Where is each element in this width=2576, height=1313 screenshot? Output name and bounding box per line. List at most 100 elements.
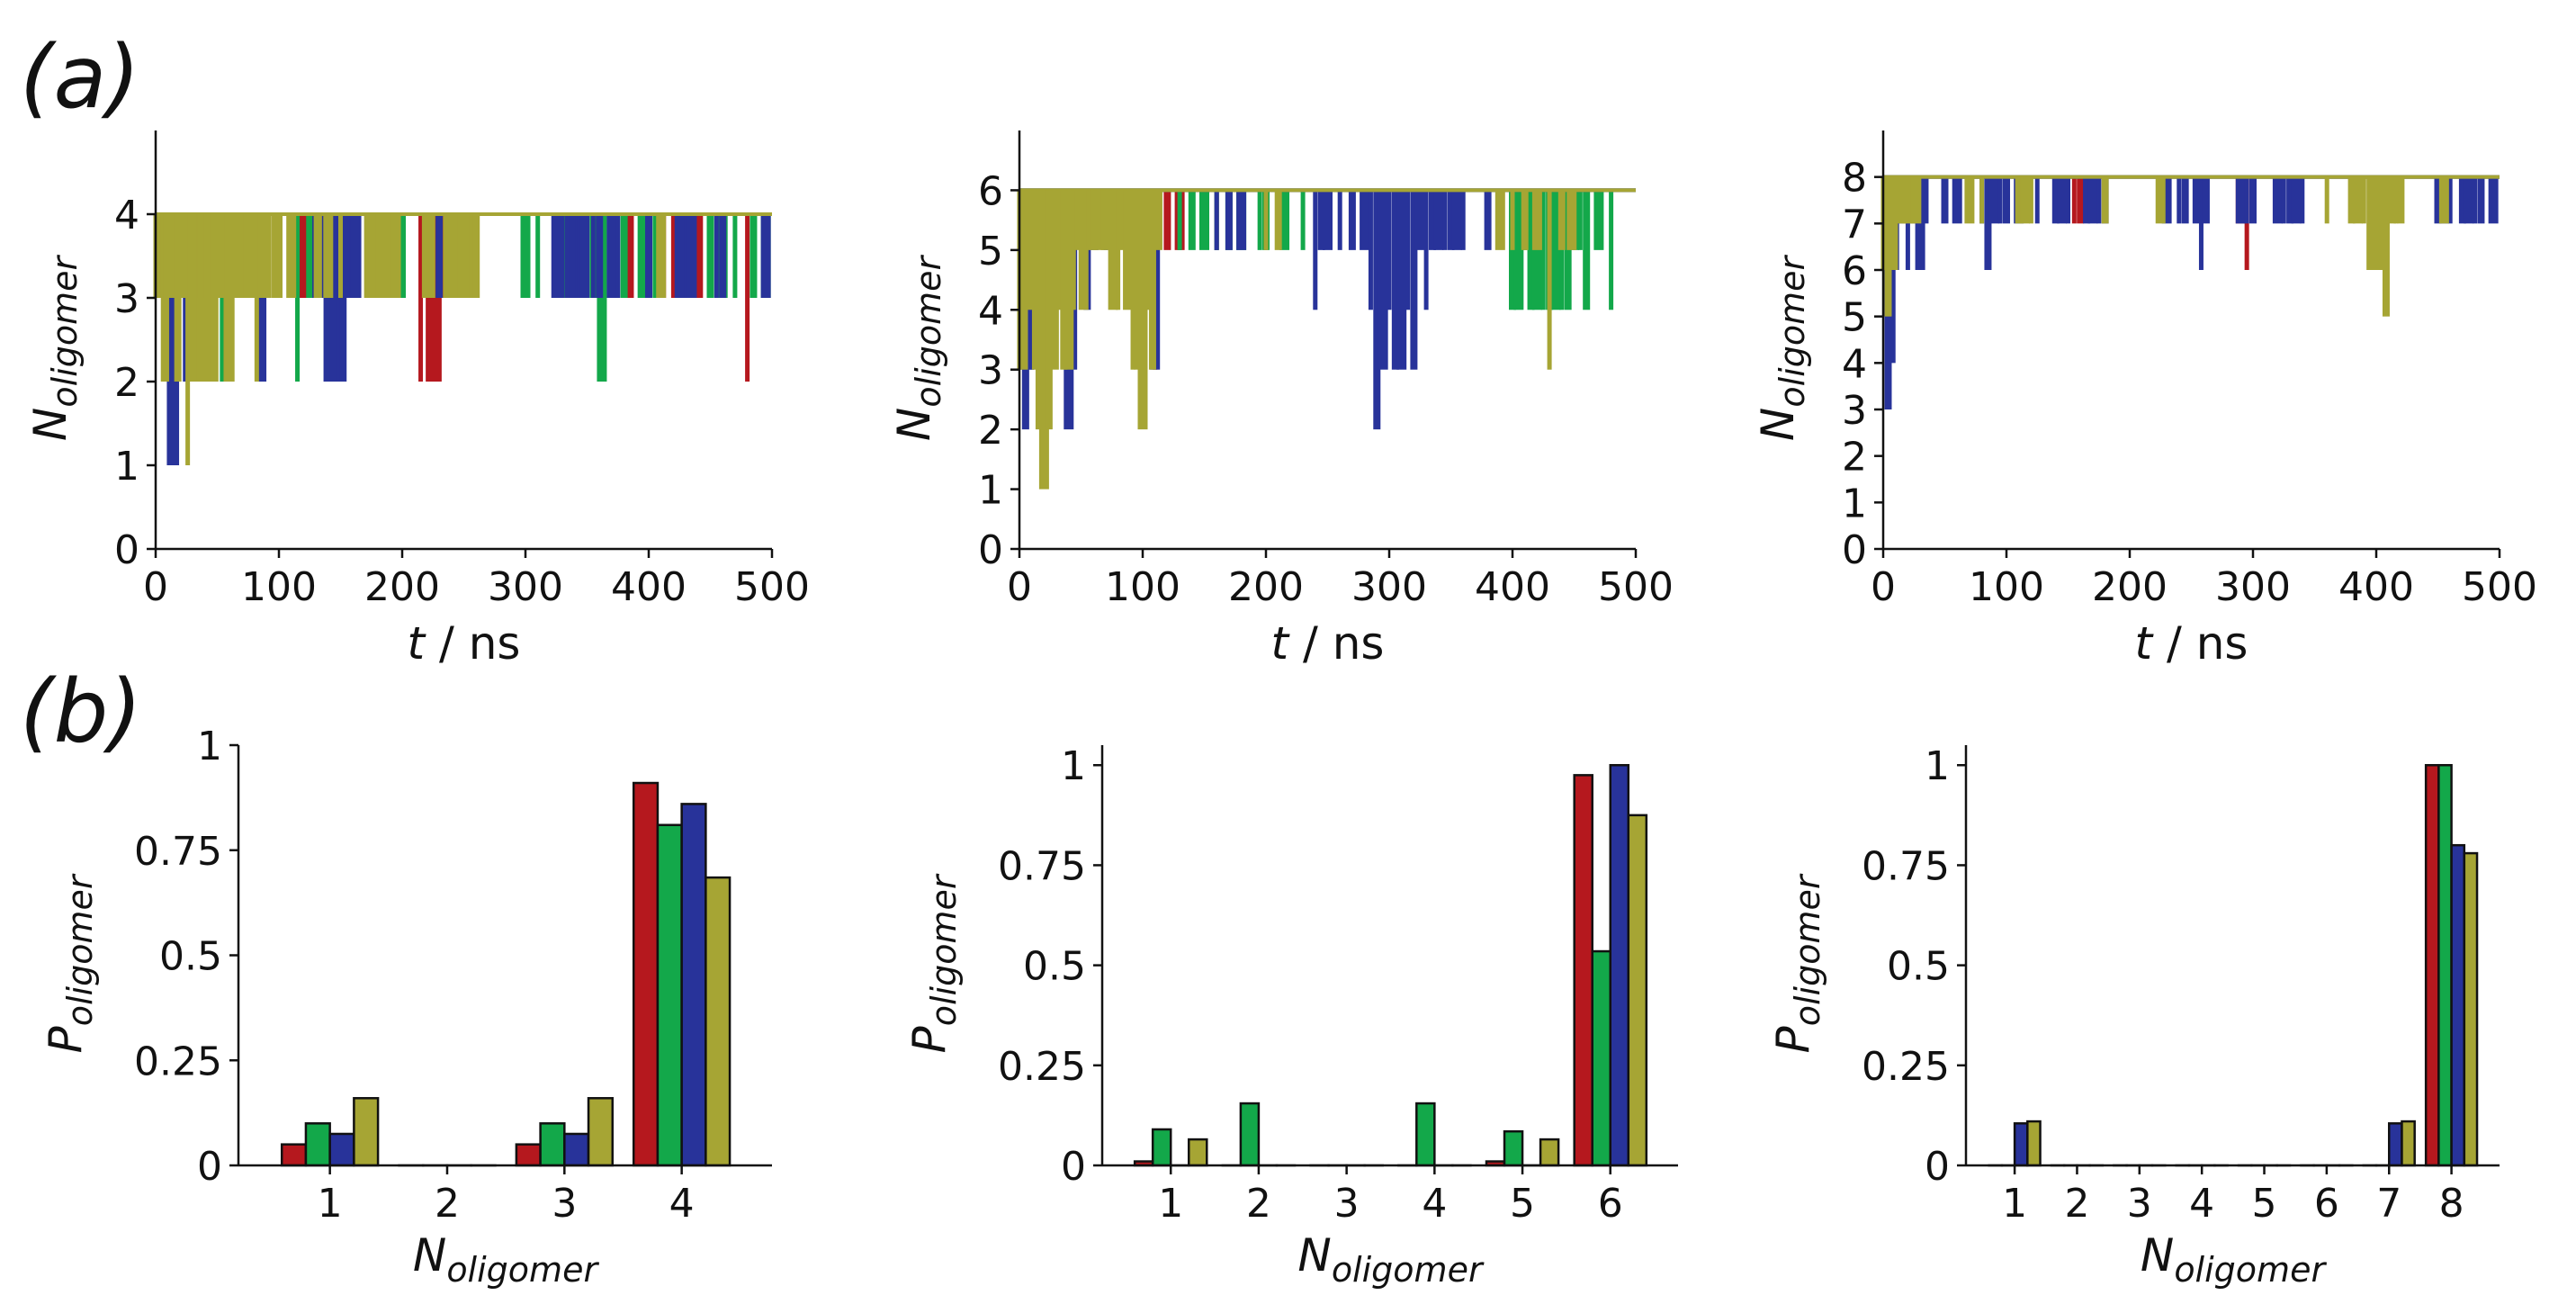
x-tick-label: 6 bbox=[2314, 1181, 2339, 1227]
trace-dip-blue bbox=[606, 214, 617, 298]
y-axis-label: Noligomer bbox=[1752, 255, 1812, 442]
trace-dip-blue bbox=[1317, 190, 1325, 250]
x-tick-label: 300 bbox=[2215, 564, 2291, 610]
trace-dip-blue bbox=[2300, 176, 2305, 224]
bar-olive-1 bbox=[2026, 1120, 2042, 1167]
trace-dip-blue bbox=[1447, 190, 1455, 250]
bar-olive-1 bbox=[353, 1097, 380, 1167]
trace-dip-olive bbox=[286, 214, 297, 298]
y-tick-label: 2 bbox=[114, 360, 139, 406]
trace-dip-olive bbox=[1902, 176, 1913, 224]
x-tick-label: 5 bbox=[1510, 1181, 1535, 1227]
trace-dip-olive bbox=[2361, 176, 2366, 224]
trace-dip-green bbox=[1593, 190, 1604, 250]
trace-dip-blue bbox=[615, 214, 621, 298]
y-tick-label: 4 bbox=[1842, 341, 1867, 387]
y-tick-label: 1 bbox=[1061, 743, 1086, 789]
trace-dip-blue bbox=[719, 214, 727, 298]
x-axis-label: t / ns bbox=[2135, 617, 2248, 670]
trace-dip-green bbox=[295, 214, 301, 382]
trace-dip-blue bbox=[1952, 176, 1962, 224]
bar-green-4 bbox=[656, 823, 683, 1167]
x-tick-label: 4 bbox=[669, 1181, 695, 1227]
trace-dip-olive bbox=[2438, 176, 2449, 224]
trace-dip-blue bbox=[2235, 176, 2246, 224]
bar-green-2 bbox=[1239, 1102, 1261, 1167]
x-axis-label: Noligomer bbox=[2141, 1229, 2328, 1290]
trace-dip-green bbox=[620, 214, 628, 298]
bar-olive-5 bbox=[1539, 1138, 1560, 1167]
trace-dip-blue bbox=[1405, 190, 1411, 310]
trace-dip-olive bbox=[1566, 190, 1577, 250]
panel-label-a: (a) bbox=[20, 27, 140, 128]
x-tick-label: 100 bbox=[241, 564, 317, 610]
trace-dip-blue bbox=[2244, 176, 2249, 224]
trace-dip-olive bbox=[469, 214, 474, 298]
y-tick-label: 0.75 bbox=[998, 843, 1086, 889]
x-tick-label: 2 bbox=[1246, 1181, 1271, 1227]
bar-red-4 bbox=[632, 781, 660, 1167]
trace-dip-olive bbox=[197, 214, 208, 298]
trace-dip-olive bbox=[2378, 176, 2383, 270]
trace-dip-blue bbox=[1984, 176, 1992, 270]
x-tick-label: 300 bbox=[488, 564, 563, 610]
trace-dip-olive bbox=[204, 214, 215, 382]
trace-dip-olive bbox=[384, 214, 395, 298]
trace-dip-blue bbox=[1373, 190, 1381, 430]
trace-dip-olive bbox=[430, 214, 435, 298]
trace-dip-olive bbox=[379, 214, 387, 298]
x-tick-label: 100 bbox=[1969, 564, 2044, 610]
trace-dip-green bbox=[1609, 190, 1614, 310]
trace-dip-blue bbox=[1360, 190, 1370, 250]
trace-dip-olive bbox=[1914, 176, 1922, 224]
trace-dip-olive bbox=[177, 214, 188, 298]
bar-olive-7 bbox=[2401, 1120, 2416, 1167]
trace-dip-green bbox=[1513, 190, 1524, 310]
trace-dip-olive bbox=[2385, 176, 2396, 224]
trace-dip-olive bbox=[1521, 190, 1529, 250]
trace-dip-olive bbox=[1148, 190, 1156, 370]
trace-dip-olive bbox=[1108, 190, 1118, 310]
trace-dip-green bbox=[1540, 190, 1546, 310]
y-tick-label: 5 bbox=[1842, 295, 1867, 341]
x-tick-label: 200 bbox=[364, 564, 440, 610]
trace-dip-olive bbox=[1888, 176, 1898, 270]
y-tick-label: 0.75 bbox=[134, 829, 222, 875]
trace-dip-olive bbox=[155, 214, 166, 298]
y-tick-label: 0 bbox=[1061, 1144, 1086, 1190]
trace-dip-olive bbox=[1064, 190, 1074, 370]
trace-dip-blue bbox=[2249, 176, 2257, 224]
y-axis-label: Noligomer bbox=[888, 255, 948, 442]
trace-dip-blue bbox=[2286, 176, 2294, 224]
trace-dip-olive bbox=[1557, 190, 1566, 250]
trace-dip-olive bbox=[1071, 190, 1076, 310]
trace-dip-blue bbox=[1988, 176, 1999, 224]
trace-dip-blue bbox=[2192, 176, 2203, 224]
x-tick-label: 500 bbox=[1598, 564, 1674, 610]
bar-green-4 bbox=[1415, 1102, 1436, 1167]
bar-green-1 bbox=[1151, 1128, 1172, 1167]
trace-dip-red bbox=[2071, 176, 2077, 224]
trace-dip-blue bbox=[1391, 190, 1399, 370]
chart-a-1: 0 100 200 300 400 500 0 1 2 3 4 t / ns Noligomer bbox=[24, 130, 810, 670]
trace-dip-blue bbox=[317, 214, 328, 298]
y-tick-label: 6 bbox=[978, 168, 1003, 214]
bar-olive-3 bbox=[587, 1097, 615, 1167]
trace-dip-blue bbox=[687, 214, 697, 298]
trace-dip-olive bbox=[272, 214, 277, 298]
trace-dip-blue bbox=[1442, 190, 1448, 250]
trace-dip-blue bbox=[1236, 190, 1247, 250]
trace-dip-olive bbox=[338, 214, 343, 298]
x-tick-label: 2 bbox=[435, 1181, 460, 1227]
x-axis-label: Noligomer bbox=[413, 1229, 600, 1290]
chart-b-2: 1 2 3 4 5 6 0 0.25 0.5 0.75 1 Noligomer Poligomer bbox=[903, 743, 1678, 1290]
trace-dip-olive bbox=[1123, 190, 1134, 310]
trace-dip-olive bbox=[2371, 176, 2382, 270]
trace-dip-olive bbox=[2382, 176, 2390, 317]
trace-dip-blue bbox=[1337, 190, 1342, 250]
trace-dip-olive bbox=[1531, 190, 1542, 250]
trace-dip-blue bbox=[2161, 176, 2172, 224]
trace-dip-green bbox=[1583, 190, 1591, 310]
trace-dip-blue bbox=[1348, 190, 1356, 250]
